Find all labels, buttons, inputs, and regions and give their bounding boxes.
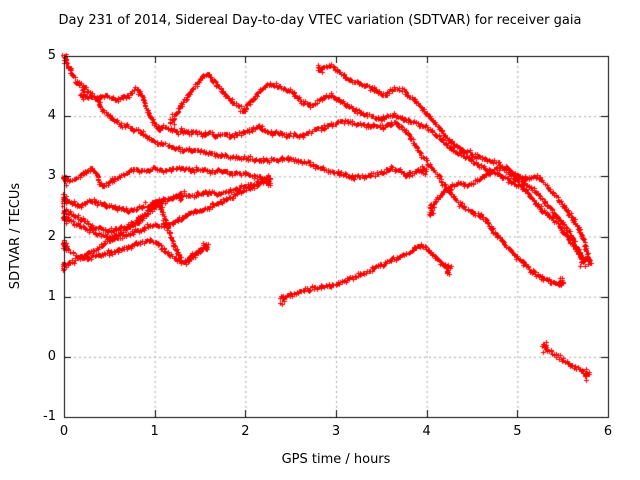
- x-tick-label: 2: [241, 424, 250, 439]
- y-tick-label: 4: [47, 108, 56, 124]
- y-tick-label: 1: [47, 288, 56, 304]
- y-tick-label: 3: [47, 168, 56, 184]
- y-tick-label: 2: [47, 228, 56, 244]
- y-tick-label: -1: [43, 409, 56, 424]
- x-tick-label: 5: [513, 424, 522, 439]
- x-tick-label: 4: [422, 424, 431, 439]
- x-tick-label: 0: [59, 424, 69, 439]
- x-tick-label: 1: [150, 424, 159, 439]
- x-tick-label: 6: [603, 424, 613, 439]
- y-tick-label: 5: [47, 48, 56, 63]
- chart-title: Day 231 of 2014, Sidereal Day-to-day VTE…: [58, 13, 582, 28]
- x-axis-label: GPS time / hours: [281, 452, 391, 467]
- y-tick-label: 0: [47, 348, 56, 364]
- x-tick-label: 3: [331, 424, 341, 439]
